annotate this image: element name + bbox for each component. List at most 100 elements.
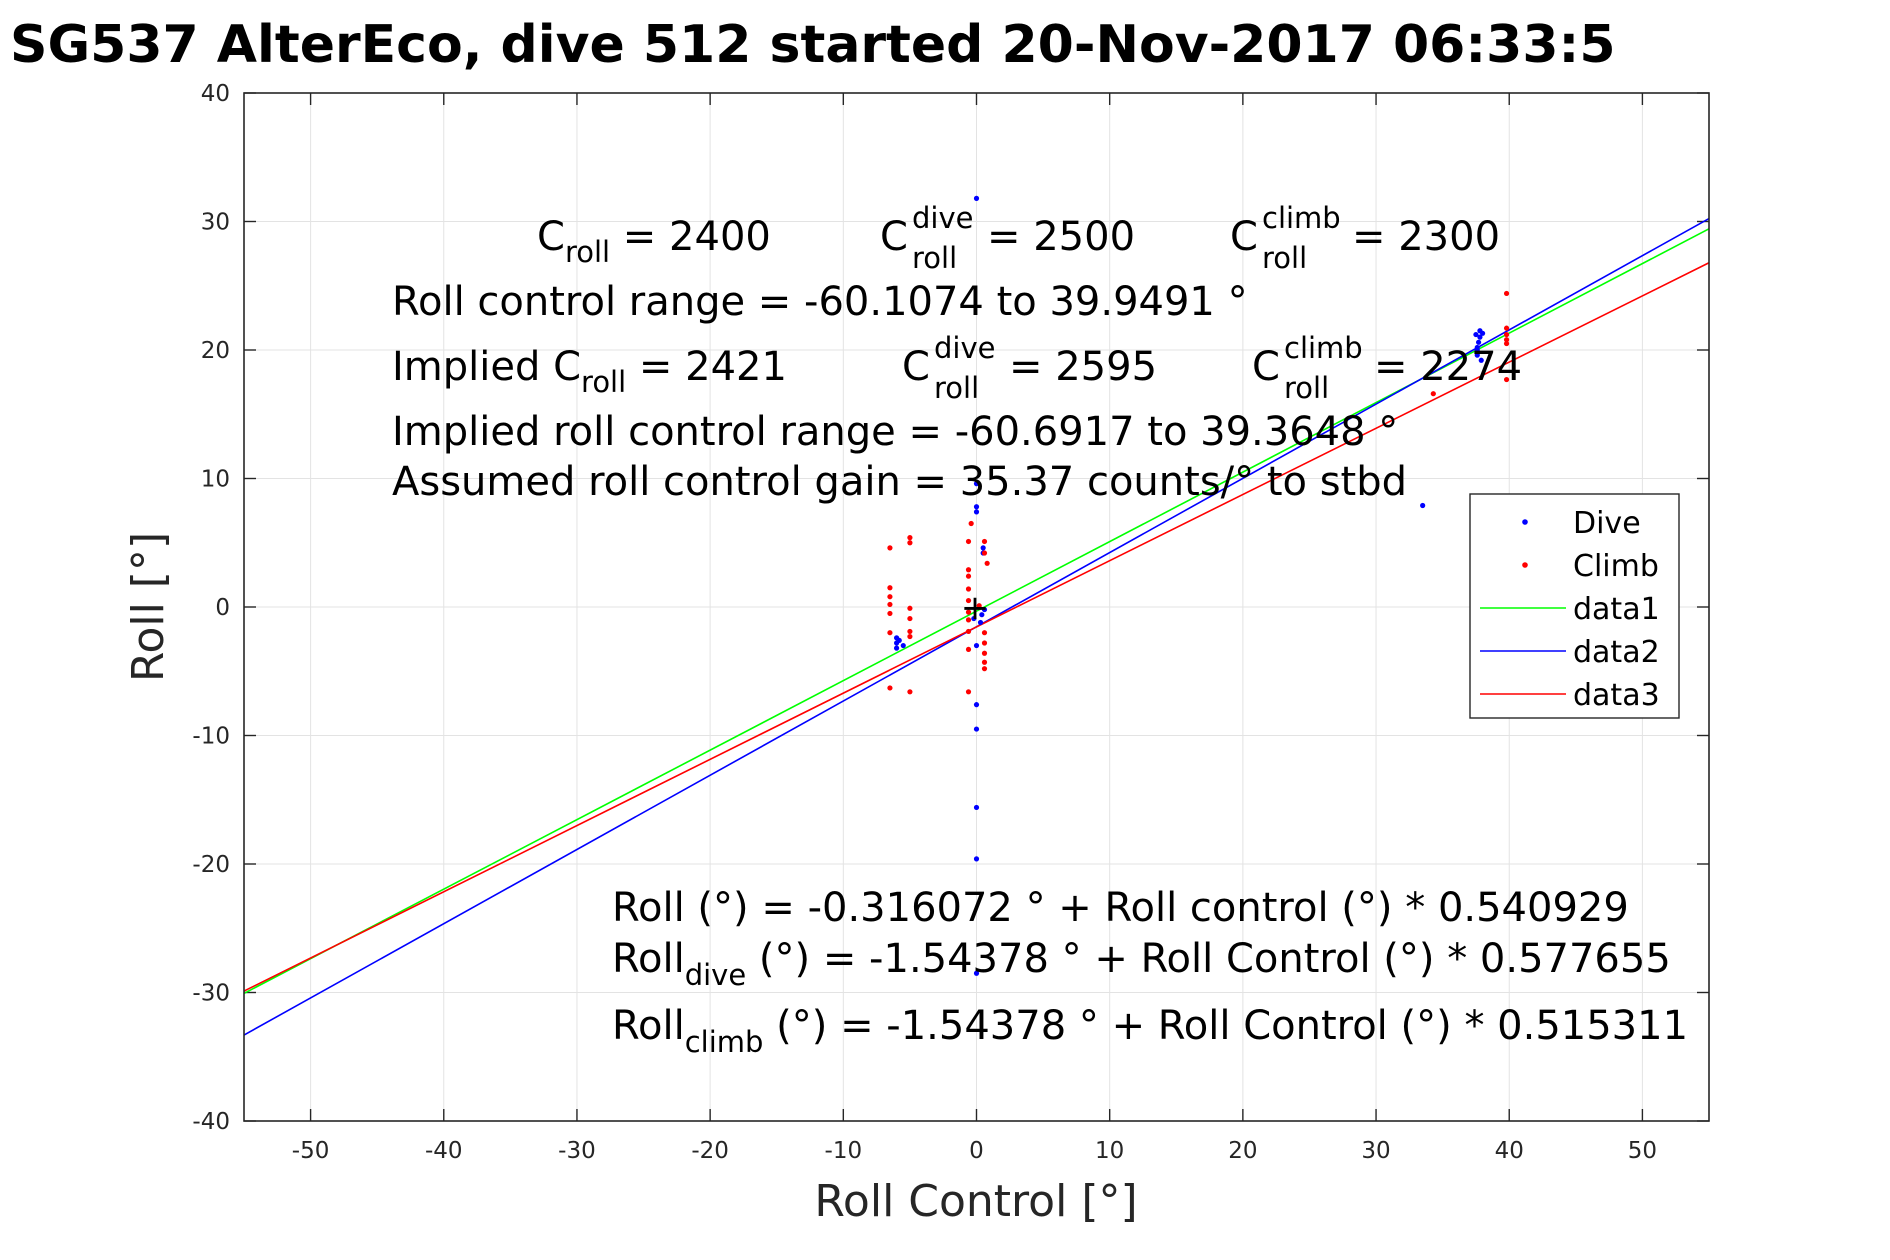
dive-point xyxy=(973,970,980,976)
dive-point xyxy=(893,645,900,651)
climb-point xyxy=(907,540,913,546)
climb-point xyxy=(965,586,972,592)
climb-point xyxy=(981,630,988,636)
climb-point xyxy=(907,628,913,635)
implied-croll-prefix: Implied C xyxy=(392,344,581,390)
climb-point xyxy=(1503,376,1510,383)
implied-climb-value: = 2274 xyxy=(1374,344,1522,390)
dive-point xyxy=(1474,352,1480,358)
climb-point xyxy=(965,689,972,695)
fit-climb-sub: climb xyxy=(685,1025,764,1059)
croll-climb-sub: roll xyxy=(1262,241,1307,275)
croll-dive-sup: dive xyxy=(912,201,973,235)
implied-climb-sup: climb xyxy=(1284,331,1363,365)
dive-point xyxy=(973,504,980,510)
implied-dive-value: = 2595 xyxy=(1009,344,1157,390)
x-tick-label: 40 xyxy=(1495,1138,1524,1164)
climb-point xyxy=(887,585,893,591)
dive-point xyxy=(981,606,988,613)
legend-marker-climb xyxy=(1522,562,1528,568)
y-tick-label: 20 xyxy=(201,338,230,364)
climb-point xyxy=(965,609,972,615)
center-marker: + xyxy=(961,588,990,628)
dive-point xyxy=(973,481,980,487)
climb-point xyxy=(887,601,893,608)
croll-value: = 2400 xyxy=(610,214,771,260)
climb-point xyxy=(968,520,974,527)
dive-point xyxy=(971,615,977,622)
legend-marker-dive xyxy=(1522,519,1528,525)
implied-climb-sub: roll xyxy=(1284,371,1329,405)
x-tick-label: -50 xyxy=(292,1138,330,1164)
climb-point xyxy=(1503,325,1510,331)
dive-point xyxy=(1475,339,1482,345)
y-tick-label: -30 xyxy=(192,981,230,1007)
y-tick-label: -20 xyxy=(192,852,230,878)
dive-point xyxy=(973,509,980,515)
climb-point xyxy=(887,610,893,617)
climb-point xyxy=(907,615,913,622)
roll-control-range: Roll control range = -60.1074 to 39.9491… xyxy=(392,279,1248,325)
legend-box xyxy=(1469,493,1680,719)
implied-croll-sub: roll xyxy=(581,365,626,399)
roll-control-gain: Assumed roll control gain = 35.37 counts… xyxy=(392,459,1407,505)
dive-point xyxy=(1474,347,1480,353)
dive-point xyxy=(973,804,980,811)
climb-point xyxy=(965,628,972,635)
y-tick-label: 10 xyxy=(201,467,230,493)
dive-point xyxy=(900,642,906,649)
croll-climb-value: = 2300 xyxy=(1352,214,1500,260)
annotation-croll: Croll = 2400 xyxy=(537,214,771,269)
climb-point xyxy=(976,603,982,609)
fit-climb-base: Roll xyxy=(612,1003,685,1049)
climb-point xyxy=(965,617,972,623)
x-tick-label: -40 xyxy=(425,1138,463,1164)
axis-ticks xyxy=(244,92,1709,1122)
annotation-implied-climb: C climb roll = 2274 xyxy=(1252,331,1522,405)
climb-point xyxy=(1503,331,1510,338)
climb-point xyxy=(965,538,972,545)
dive-point xyxy=(977,619,984,626)
climb-point xyxy=(1503,290,1510,297)
fit-dive-equation: Rolldive (°) = -1.54378 ° + Roll Control… xyxy=(612,936,1671,992)
climb-point xyxy=(887,630,893,636)
climb-point xyxy=(981,650,988,656)
implied-climb-base: C xyxy=(1252,344,1280,390)
legend-label-climb: Climb xyxy=(1573,549,1659,584)
svg-text:Croll = 2400: Croll = 2400 xyxy=(537,214,771,269)
climb-point xyxy=(965,646,972,653)
implied-dive-sub: roll xyxy=(934,371,979,405)
y-tick-label: -10 xyxy=(192,724,230,750)
dive-point xyxy=(896,637,902,644)
legend: Dive Climb data1 data2 data3 xyxy=(1469,493,1680,719)
croll-climb-sup: climb xyxy=(1262,201,1341,235)
climb-point xyxy=(907,605,913,611)
plot-frame xyxy=(243,92,1710,1122)
fit-lines xyxy=(243,217,1710,1036)
dive-point xyxy=(1473,331,1479,338)
x-tick-label: 0 xyxy=(969,1138,984,1164)
dive-point xyxy=(973,702,980,708)
croll-dive-base: C xyxy=(880,214,908,260)
fit-dive-sub: dive xyxy=(685,958,746,992)
legend-label-data3: data3 xyxy=(1573,678,1660,713)
croll-dive-value: = 2500 xyxy=(987,214,1135,260)
climb-point xyxy=(981,538,988,545)
y-tick-labels: -40 -30 -20 -10 0 10 20 30 40 xyxy=(192,81,230,1135)
dive-points xyxy=(893,195,1486,976)
fit-dive-rest: (°) = -1.54378 ° + Roll Control (°) * 0.… xyxy=(746,936,1671,982)
fit-dive-base: Roll xyxy=(612,936,685,982)
climb-point xyxy=(1503,340,1510,347)
dive-point xyxy=(1477,334,1483,340)
climb-point xyxy=(981,640,988,646)
x-tick-label: -30 xyxy=(558,1138,596,1164)
dive-point xyxy=(980,545,986,551)
legend-label-dive: Dive xyxy=(1573,506,1641,541)
dive-point xyxy=(979,612,985,618)
annotation-croll-dive: C dive roll = 2500 xyxy=(880,201,1135,275)
climb-point xyxy=(981,666,988,672)
croll-dive-sub: roll xyxy=(912,241,957,275)
dive-point xyxy=(973,642,980,649)
dive-point xyxy=(973,195,980,201)
